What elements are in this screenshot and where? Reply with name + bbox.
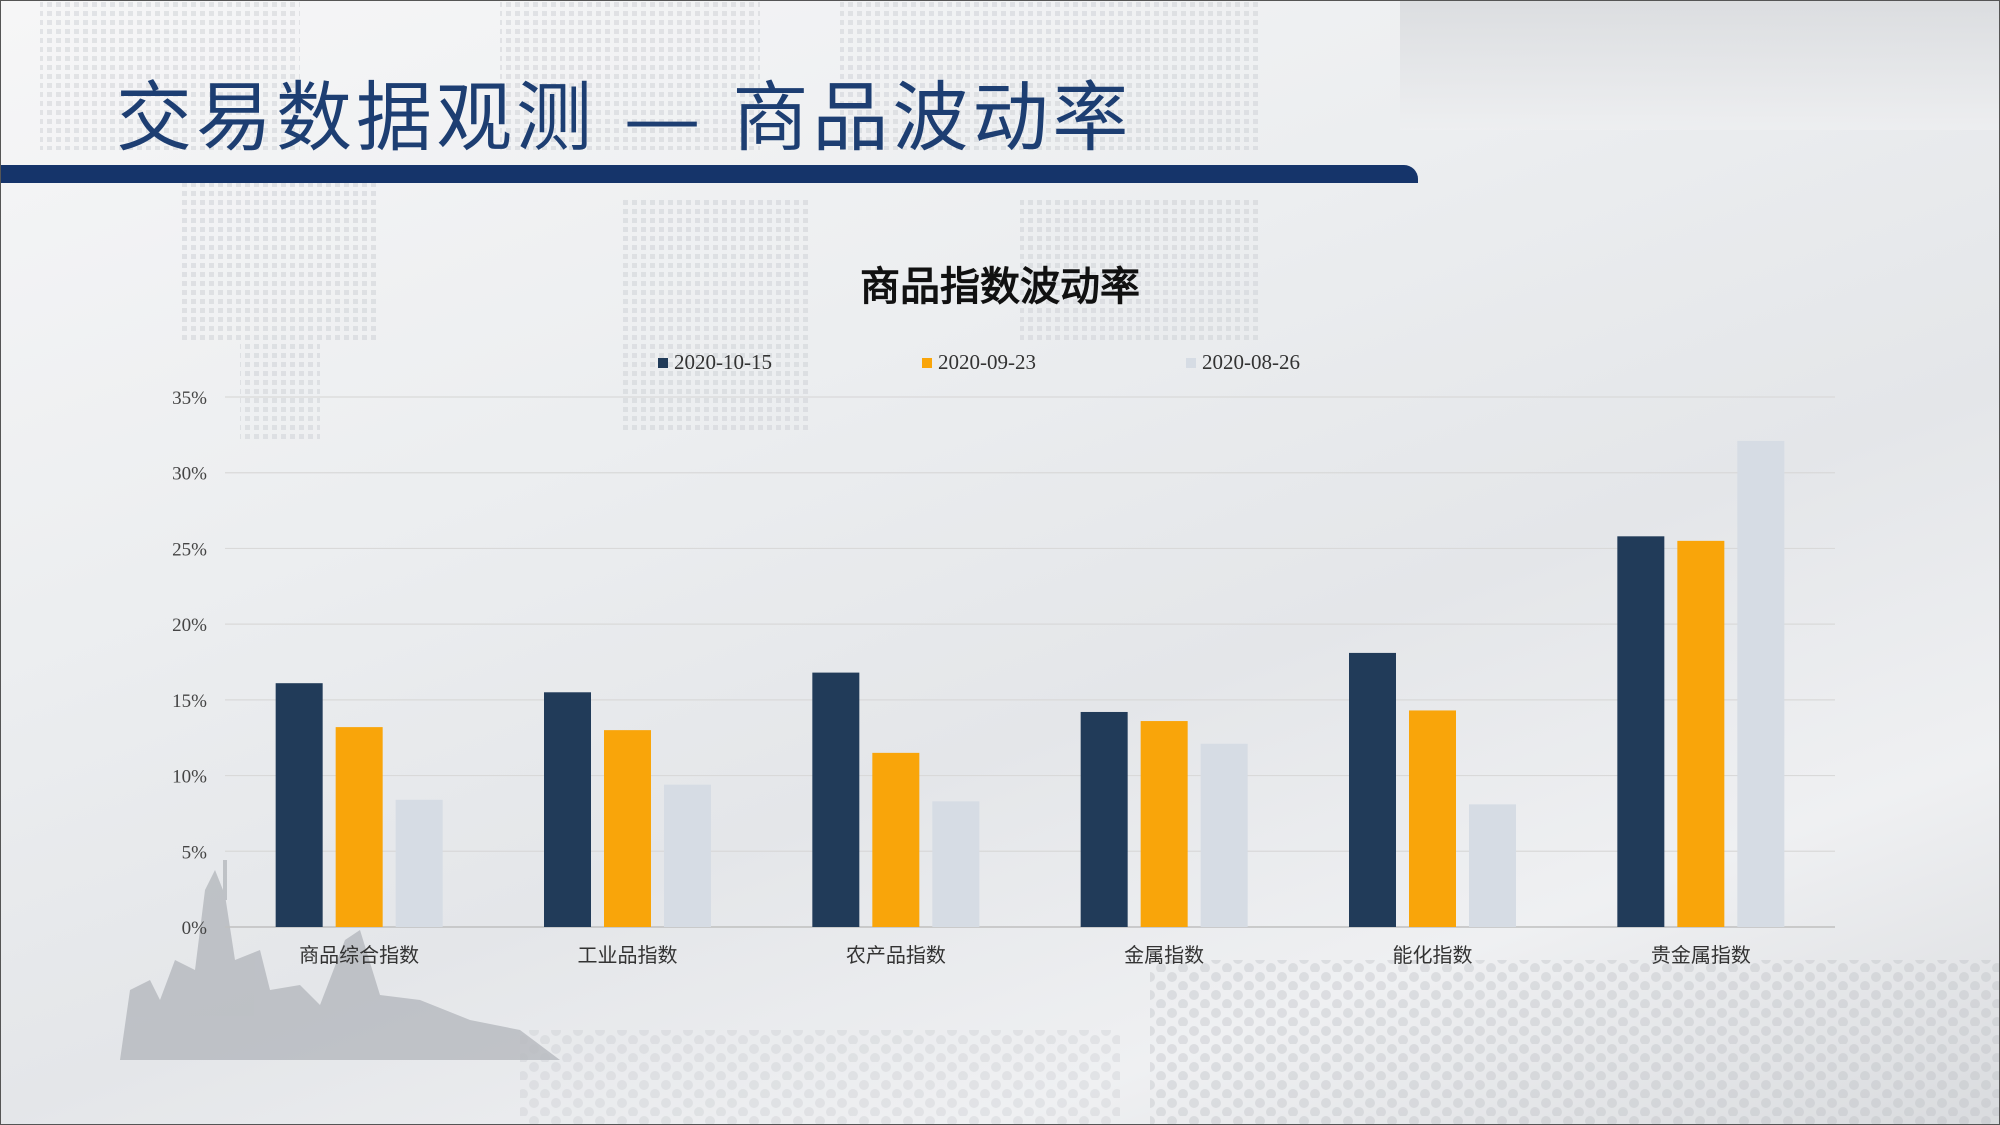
bar xyxy=(1200,743,1248,927)
y-tick-label: 0% xyxy=(182,918,208,939)
bar xyxy=(544,692,591,927)
x-tick-label: 金属指数 xyxy=(1124,943,1204,967)
bar xyxy=(395,799,443,927)
legend-label-series-3: 2020-08-26 xyxy=(1202,350,1300,374)
legend-item-series-3: 2020-08-26 xyxy=(1186,350,1300,375)
bar xyxy=(812,672,860,927)
legend-item-series-1: 2020-10-15 xyxy=(658,350,772,375)
x-tick-label: 商品综合指数 xyxy=(299,943,419,967)
bar xyxy=(335,727,383,927)
bar xyxy=(664,784,711,927)
bar xyxy=(872,752,920,927)
slide-title: 交易数据观测 — 商品波动率 xyxy=(116,73,1133,162)
legend-swatch-series-2 xyxy=(922,357,932,368)
bar xyxy=(1469,804,1516,927)
bar xyxy=(1677,540,1725,927)
x-tick-label: 农产品指数 xyxy=(846,943,946,967)
y-tick-label: 20% xyxy=(172,615,207,636)
bar xyxy=(1349,652,1396,927)
title-divider-bar xyxy=(0,165,1418,183)
x-tick-label: 贵金属指数 xyxy=(1651,943,1751,967)
y-tick-label: 5% xyxy=(182,842,208,863)
bar xyxy=(1409,710,1456,927)
bar xyxy=(275,683,323,927)
legend-label-series-2: 2020-09-23 xyxy=(938,350,1036,374)
legend-item-series-2: 2020-09-23 xyxy=(922,350,1036,375)
bar xyxy=(1737,440,1785,927)
y-tick-label: 10% xyxy=(172,767,207,788)
y-tick-label: 25% xyxy=(172,539,207,560)
bar xyxy=(932,801,980,927)
chart-title: 商品指数波动率 xyxy=(860,264,1140,310)
legend-swatch-series-3 xyxy=(1186,357,1196,368)
chart-legend: 2020-10-15 2020-09-23 2020-08-26 xyxy=(0,350,2000,380)
city-skyline-icon xyxy=(120,860,560,1060)
legend-swatch-series-1 xyxy=(658,357,668,368)
world-map-icon xyxy=(40,0,1260,440)
bar xyxy=(1080,711,1128,927)
x-tick-label: 能化指数 xyxy=(1393,943,1473,967)
legend-label-series-1: 2020-10-15 xyxy=(674,350,772,374)
bar xyxy=(1140,721,1188,927)
y-tick-label: 35% xyxy=(172,388,207,409)
x-tick-label: 工业品指数 xyxy=(578,943,678,967)
bar xyxy=(1617,536,1665,927)
y-tick-label: 30% xyxy=(172,464,207,485)
bar xyxy=(604,730,651,927)
y-tick-label: 15% xyxy=(172,691,207,712)
